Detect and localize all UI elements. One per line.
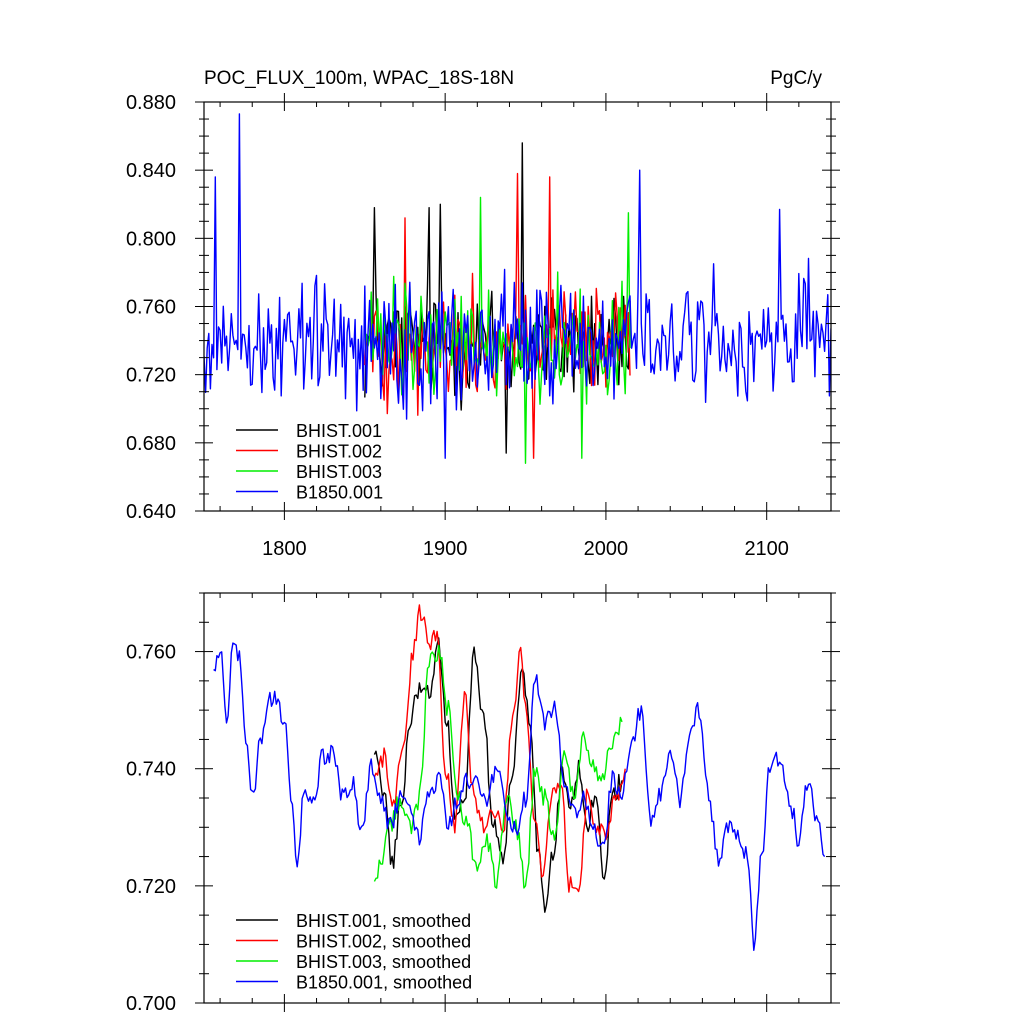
legend-label: BHIST.003 (296, 462, 382, 482)
y-tick-label: 0.880 (126, 92, 176, 114)
axis-ticks-bottom: 0.700 0.720 0.740 0.760 (126, 584, 840, 1015)
legend-label: B1850.001 (296, 483, 383, 503)
y-tick-label: 0.700 (126, 993, 176, 1015)
series-line-1-4 (204, 113, 831, 459)
legend-label: BHIST.001 (296, 421, 382, 441)
y-tick-label: 0.720 (126, 365, 176, 387)
legend-label: BHIST.002 (296, 442, 382, 462)
x-tick-label: 1800 (262, 538, 307, 560)
series-lines-bottom (213, 604, 826, 951)
y-tick-label: 0.760 (126, 297, 176, 319)
series-line-2-1 (373, 637, 623, 913)
x-tick-label: 1900 (423, 538, 468, 560)
y-tick-label: 0.720 (126, 876, 176, 898)
y-tick-label: 0.800 (126, 228, 176, 250)
chart-units: PgC/y (770, 68, 822, 89)
y-tick-label: 0.640 (126, 501, 176, 523)
panel-top: POC_FLUX_100m, WPAC_18S-18N PgC/y 0.6400… (126, 68, 840, 560)
chart-title: POC_FLUX_100m, WPAC_18S-18N (204, 68, 514, 89)
x-tick-label: 2000 (584, 538, 629, 560)
series-line-2-4 (213, 642, 826, 951)
series-line-2-3 (373, 644, 623, 889)
y-tick-label: 0.760 (126, 642, 176, 664)
axis-ticks-top: 0.640 0.680 0.720 0.760 0.800 0.840 0.880 1800 1… (126, 92, 840, 560)
series-line-2-2 (373, 604, 626, 893)
legend-label: BHIST.001, smoothed (296, 911, 471, 931)
x-tick-label: 2100 (744, 538, 789, 560)
series-lines-top (204, 113, 831, 464)
panel-bottom: 0.700 0.720 0.740 0.760 BHIST.001, smoothed… (126, 584, 840, 1015)
legend-label: BHIST.002, smoothed (296, 932, 471, 952)
legend-label: BHIST.003, smoothed (296, 952, 471, 972)
y-tick-label: 0.680 (126, 433, 176, 455)
y-tick-label: 0.840 (126, 160, 176, 182)
y-tick-label: 0.740 (126, 759, 176, 781)
legend-label: B1850.001, smoothed (296, 973, 472, 993)
